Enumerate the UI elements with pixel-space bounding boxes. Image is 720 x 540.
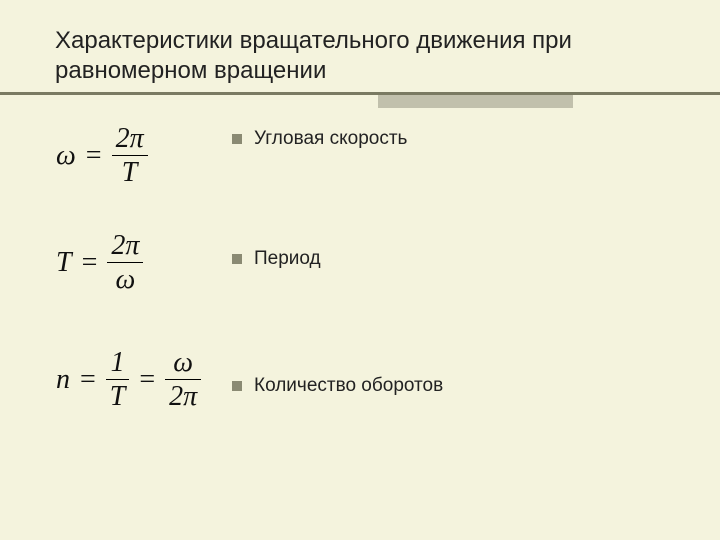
title-line2: равномерном вращении bbox=[55, 57, 326, 84]
formula3-fraction2: ω 2π bbox=[165, 348, 201, 412]
formula2-num: 2π bbox=[107, 231, 143, 260]
formula1-fraction: 2π T bbox=[112, 124, 148, 188]
title-shadow-block bbox=[378, 95, 573, 108]
title-line1: Характеристики вращательного движения пр… bbox=[55, 27, 572, 54]
bullet-label-2: Период bbox=[254, 248, 321, 270]
formula2-lhs: T bbox=[56, 247, 72, 279]
equals-sign: = bbox=[83, 140, 105, 172]
formula2-fraction: 2π ω bbox=[107, 231, 143, 295]
bullet-label-1: Угловая скорость bbox=[254, 128, 407, 150]
fraction-bar bbox=[165, 379, 201, 380]
equals-sign: = bbox=[77, 364, 99, 396]
formula1-lhs: ω bbox=[56, 140, 76, 172]
formula2-den: ω bbox=[107, 265, 143, 294]
formula-revolutions: n = 1 T = ω 2π bbox=[56, 348, 201, 412]
fraction-bar bbox=[106, 379, 130, 380]
formula3-den1: T bbox=[106, 382, 130, 411]
formula-period: T = 2π ω bbox=[56, 231, 143, 295]
bullet-item-3: Количество оборотов bbox=[232, 375, 443, 397]
square-bullet-icon bbox=[232, 134, 242, 144]
formula3-fraction1: 1 T bbox=[106, 348, 130, 412]
title-underline bbox=[0, 92, 720, 95]
formula3-num1: 1 bbox=[106, 348, 130, 377]
fraction-bar bbox=[107, 262, 143, 263]
formula3-den2: 2π bbox=[165, 382, 201, 411]
formula1-num: 2π bbox=[112, 124, 148, 153]
fraction-bar bbox=[112, 155, 148, 156]
formula-angular-velocity: ω = 2π T bbox=[56, 124, 148, 188]
equals-sign: = bbox=[79, 247, 101, 279]
bullet-item-1: Угловая скорость bbox=[232, 128, 407, 150]
square-bullet-icon bbox=[232, 254, 242, 264]
equals-sign: = bbox=[136, 364, 158, 396]
bullet-item-2: Период bbox=[232, 248, 321, 270]
slide-title: Характеристики вращательного движения пр… bbox=[55, 26, 572, 86]
formula3-lhs: n bbox=[56, 364, 70, 396]
formula1-den: T bbox=[112, 158, 148, 187]
square-bullet-icon bbox=[232, 381, 242, 391]
bullet-label-3: Количество оборотов bbox=[254, 375, 443, 397]
formula3-num2: ω bbox=[165, 348, 201, 377]
